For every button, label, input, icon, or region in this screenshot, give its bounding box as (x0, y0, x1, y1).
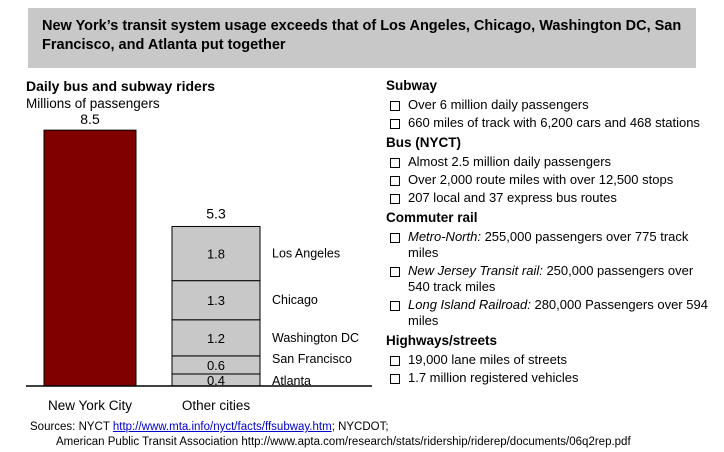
checkbox-bullet-icon (390, 158, 400, 168)
list-item: 19,000 lane miles of streets (390, 352, 716, 368)
checkbox-bullet-icon (390, 267, 400, 277)
bar-chart: 8.5 0.4 Atlanta 0.6 San Francisco 1.2 Washingt… (26, 111, 372, 413)
list-item: 1.7 million registered vehicles (390, 370, 716, 386)
category-label-new-york-city: New York City (48, 398, 132, 413)
list-item: Metro-North: 255,000 passengers over 775… (390, 229, 716, 261)
section-subway-title: Subway (386, 78, 438, 93)
data-label-other-cities: 5.3 (206, 205, 226, 221)
segment-name-chicago: Chicago (272, 293, 318, 307)
segment-name-washington-dc: Washington DC (272, 331, 359, 345)
segment-value-washington-dc: 1.2 (207, 331, 225, 346)
segment-value-atlanta: 0.4 (207, 373, 225, 388)
list-item: 207 local and 37 express bus routes (390, 190, 716, 206)
facts-panel: Subway Over 6 million daily passengers 6… (386, 74, 716, 388)
list-item: 660 miles of track with 6,200 cars and 4… (390, 115, 716, 131)
segment-value-los-angeles: 1.8 (207, 247, 225, 262)
section-highways-title: Highways/streets (386, 333, 498, 348)
headline-banner: New York’s transit system usage exceeds … (28, 8, 696, 68)
chart-title: Daily bus and subway riders (26, 78, 216, 94)
checkbox-bullet-icon (390, 233, 400, 243)
bar-new-york-city (43, 129, 137, 387)
data-label-new-york-city: 8.5 (80, 111, 100, 127)
checkbox-bullet-icon (390, 301, 400, 311)
source-link[interactable]: http://www.mta.info/nyct/facts/ffsubway.… (112, 421, 332, 433)
category-label-other-cities: Other cities (182, 398, 251, 413)
bar-segment-chicago (171, 280, 261, 321)
section-bus-title: Bus (NYCT) (386, 135, 461, 150)
segment-value-san-francisco: 0.6 (207, 358, 225, 373)
sources-line-2: American Public Transit Association http… (56, 436, 631, 448)
list-item: Long Island Railroad: 280,000 Passengers… (390, 297, 716, 329)
checkbox-bullet-icon (390, 194, 400, 204)
checkbox-bullet-icon (390, 101, 400, 111)
list-item: Over 2,000 route miles with over 12,500 … (390, 172, 716, 188)
checkbox-bullet-icon (390, 356, 400, 366)
list-item: New Jersey Transit rail: 250,000 passeng… (390, 263, 716, 295)
list-item: Almost 2.5 million daily passengers (390, 154, 716, 170)
headline-text: New York’s transit system usage exceeds … (42, 18, 682, 53)
checkbox-bullet-icon (390, 374, 400, 384)
segment-name-los-angeles: Los Angeles (272, 247, 340, 261)
checkbox-bullet-icon (390, 176, 400, 186)
segment-name-atlanta: Atlanta (272, 374, 311, 388)
sources-note: Sources: NYCT http://www.mta.info/nyct/f… (30, 421, 631, 448)
bar-segment-los-angeles (171, 225, 261, 282)
section-commuter-title: Commuter rail (386, 210, 478, 225)
list-item: Over 6 million daily passengers (390, 97, 716, 113)
checkbox-bullet-icon (390, 119, 400, 129)
chart-subtitle: Millions of passengers (26, 96, 160, 111)
segment-value-chicago: 1.3 (207, 293, 225, 308)
segment-name-san-francisco: San Francisco (272, 352, 352, 366)
